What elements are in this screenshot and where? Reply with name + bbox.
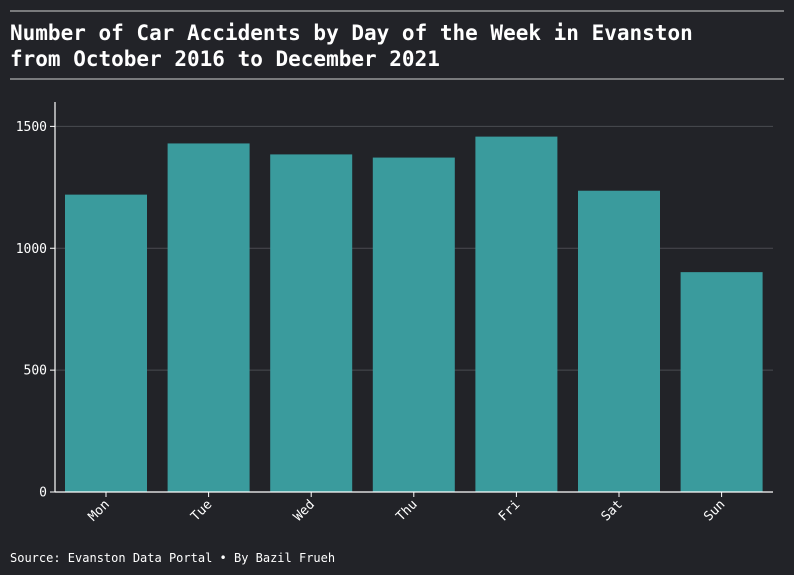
y-tick-label: 1500 (16, 120, 47, 135)
x-tick-label-fri: Fri (496, 497, 523, 524)
y-tick-label: 500 (24, 364, 47, 379)
y-ticks: 0 500 1000 1500 (16, 120, 55, 501)
bar-sat (578, 190, 660, 492)
bar-mon (65, 194, 147, 492)
bar-tue (167, 143, 250, 492)
x-ticks: Mon Tue Wed Thu Fri Sat Sun (86, 492, 728, 524)
source-note: Source: Evanston Data Portal • By Bazil … (10, 551, 335, 565)
chart-title-line-2: from October 2016 to December 2021 (10, 47, 440, 71)
chart-title-line-1: Number of Car Accidents by Day of the We… (10, 21, 693, 45)
x-tick-label-wed: Wed (291, 497, 318, 524)
x-tick-label-thu: Thu (393, 497, 420, 524)
x-tick-label-sat: Sat (599, 497, 626, 524)
bar-thu (372, 157, 455, 492)
y-tick-label: 0 (39, 486, 47, 501)
bar-wed (270, 154, 353, 492)
x-tick-label-mon: Mon (86, 497, 113, 524)
bar-fri (475, 136, 558, 493)
bars (65, 136, 763, 493)
x-tick-label-sun: Sun (701, 497, 728, 524)
bar-sun (680, 272, 763, 492)
x-tick-label-tue: Tue (188, 497, 215, 524)
y-tick-label: 1000 (16, 242, 47, 257)
